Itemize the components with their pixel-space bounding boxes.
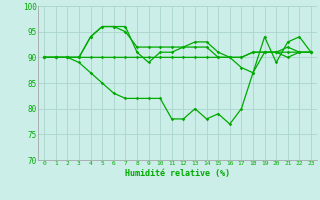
X-axis label: Humidité relative (%): Humidité relative (%) <box>125 169 230 178</box>
